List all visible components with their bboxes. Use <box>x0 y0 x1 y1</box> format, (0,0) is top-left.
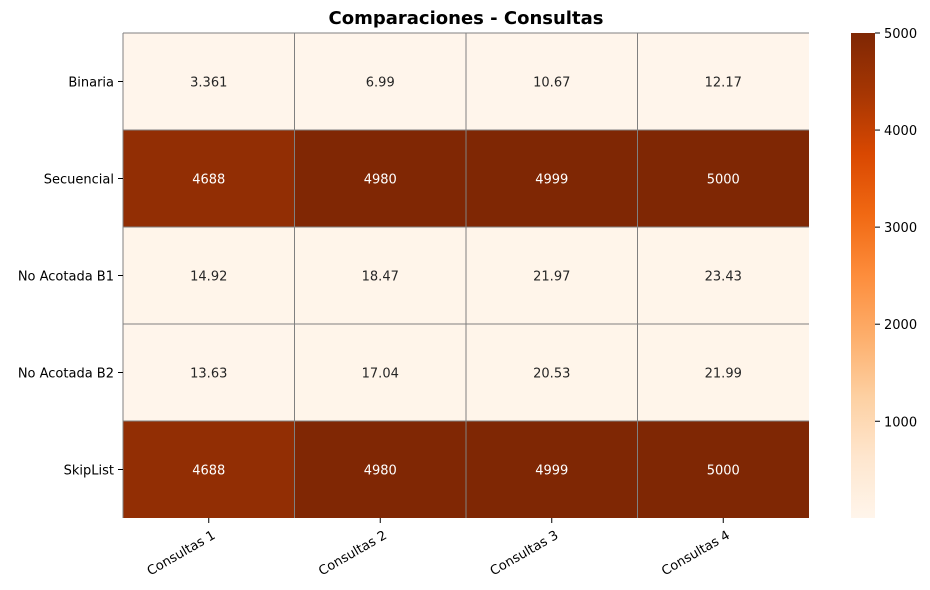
cell-value-label: 4999 <box>535 173 568 188</box>
y-tick-label: SkipList <box>64 464 114 479</box>
heatmap-cell <box>123 421 295 518</box>
cell-value-label: 4980 <box>364 464 397 479</box>
cell-value-label: 23.43 <box>705 270 742 285</box>
heatmap-cell <box>123 227 295 324</box>
heatmap-cell <box>466 324 638 421</box>
colorbar-tick-label: 2000 <box>884 318 917 333</box>
cell-value-label: 5000 <box>707 464 740 479</box>
heatmap-cell <box>294 421 466 518</box>
heatmap-cell <box>637 33 809 130</box>
y-tick-label: No Acotada B2 <box>18 367 114 382</box>
cell-value-label: 13.63 <box>190 367 227 382</box>
heatmap-cell <box>637 130 809 227</box>
cell-value-label: 21.97 <box>533 270 570 285</box>
cell-value-label: 5000 <box>707 173 740 188</box>
heatmap-cell <box>123 324 295 421</box>
x-tick-label: Consultas 1 <box>145 528 218 579</box>
x-tick-label: Consultas 4 <box>659 528 732 579</box>
y-axis: Binaria Secuencial No Acotada B1 No Acotada… <box>18 76 123 479</box>
cell-value-label: 4688 <box>192 173 225 188</box>
cell-value-label: 14.92 <box>190 270 227 285</box>
cell-value-label: 18.47 <box>362 270 399 285</box>
cell-value-label: 6.99 <box>366 76 395 91</box>
cell-value-labels: 3.361 6.99 10.67 12.17 4688 4980 4999 5000 14.92… <box>190 76 742 479</box>
cell-value-label: 4688 <box>192 464 225 479</box>
colorbar-tick-label: 4000 <box>884 124 917 139</box>
y-tick-label: Binaria <box>68 76 114 91</box>
cell-value-label: 20.53 <box>533 367 570 382</box>
x-tick-label: Consultas 2 <box>316 528 389 579</box>
heatmap-cell <box>123 130 295 227</box>
heatmap-cell <box>294 227 466 324</box>
heatmap-cell <box>123 33 295 130</box>
heatmap-cell <box>294 33 466 130</box>
heatmap-cell <box>637 324 809 421</box>
cell-value-label: 4980 <box>364 173 397 188</box>
y-tick-label: No Acotada B1 <box>18 270 114 285</box>
y-tick-label: Secuencial <box>44 173 114 188</box>
colorbar: 1000 2000 3000 4000 5000 <box>851 27 917 518</box>
heatmap-cell <box>637 227 809 324</box>
colorbar-tick-label: 1000 <box>884 415 917 430</box>
heatmap-cell <box>466 130 638 227</box>
heatmap-cell <box>294 130 466 227</box>
heatmap-cell <box>466 33 638 130</box>
cell-value-label: 21.99 <box>705 367 742 382</box>
cell-value-label: 12.17 <box>705 76 742 91</box>
chart-title: Comparaciones - Consultas <box>329 8 604 29</box>
cell-value-label: 17.04 <box>362 367 399 382</box>
heatmap-cell <box>466 227 638 324</box>
x-axis: Consultas 1 Consultas 2 Consultas 3 Consult… <box>145 518 733 579</box>
cell-value-label: 4999 <box>535 464 568 479</box>
cell-value-label: 10.67 <box>533 76 570 91</box>
cell-gridlines <box>122 32 809 518</box>
heatmap-cell <box>294 324 466 421</box>
heatmap-cell <box>637 421 809 518</box>
cell-value-label: 3.361 <box>190 76 227 91</box>
colorbar-gradient <box>851 33 875 518</box>
heatmap-cell <box>466 421 638 518</box>
x-tick-label: Consultas 3 <box>488 528 561 579</box>
heatmap-cells <box>123 33 809 518</box>
colorbar-tick-label: 3000 <box>884 221 917 236</box>
colorbar-tick-label: 5000 <box>884 27 917 42</box>
